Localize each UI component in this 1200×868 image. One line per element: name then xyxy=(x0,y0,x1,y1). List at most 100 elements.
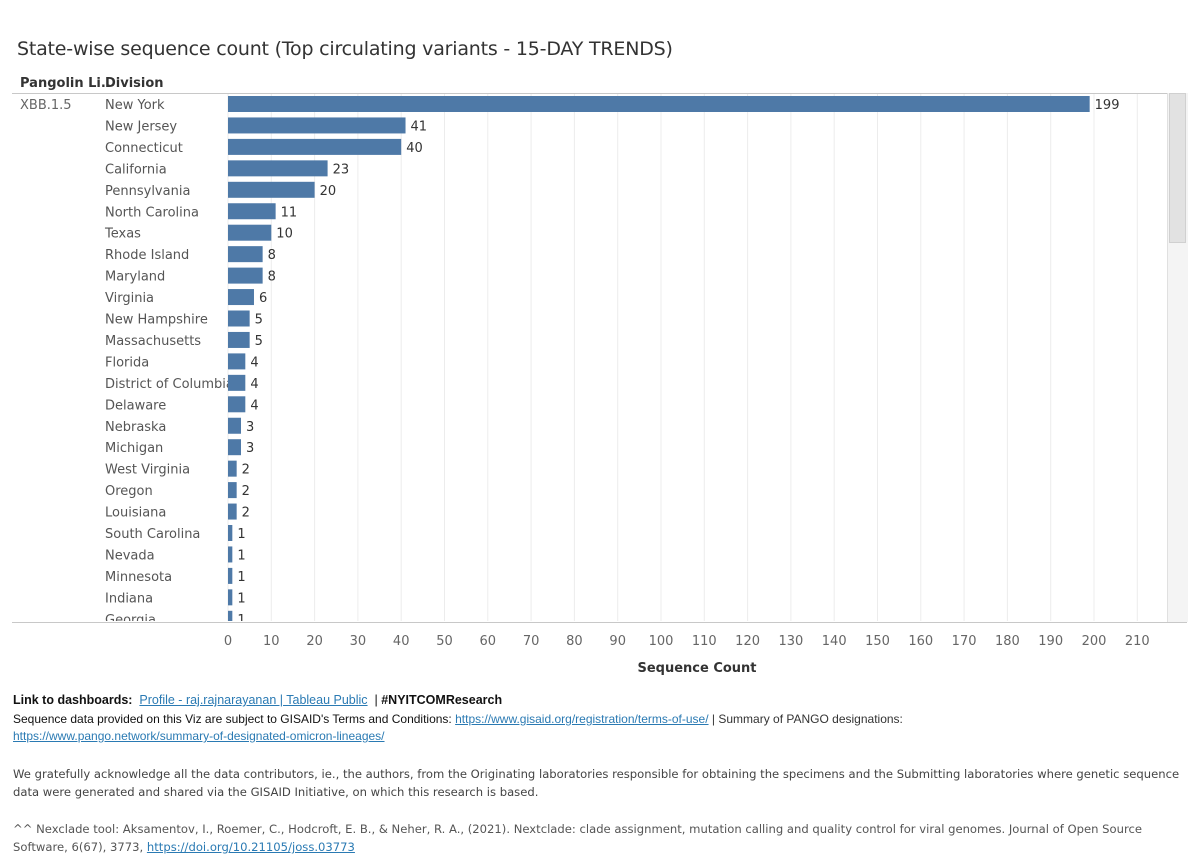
x-tick-label: 90 xyxy=(609,634,626,649)
bar xyxy=(228,546,233,563)
category-label: Michigan xyxy=(105,441,163,456)
bar xyxy=(228,417,241,434)
x-tick-label: 180 xyxy=(995,634,1020,649)
bar xyxy=(228,503,237,520)
bar xyxy=(228,138,402,155)
data-label: 199 xyxy=(1095,98,1120,113)
header-divider xyxy=(12,93,1187,94)
hashtag: #NYITCOMResearch xyxy=(381,693,503,707)
bar xyxy=(228,396,246,413)
x-tick-label: 190 xyxy=(1038,634,1063,649)
category-label: Oregon xyxy=(105,484,153,499)
data-label: 2 xyxy=(242,484,250,499)
bar xyxy=(228,482,237,499)
category-label: Florida xyxy=(105,355,149,370)
x-tick-label: 210 xyxy=(1125,634,1150,649)
lineage-label: XBB.1.5 xyxy=(20,98,72,113)
acknowledgement: We gratefully acknowledge all the data c… xyxy=(13,767,1180,799)
bar xyxy=(228,353,246,370)
category-label: Rhode Island xyxy=(105,248,189,263)
gisaid-link[interactable]: https://www.gisaid.org/registration/term… xyxy=(455,712,709,726)
bar xyxy=(228,117,406,134)
page-title: State-wise sequence count (Top circulati… xyxy=(17,38,673,60)
bar xyxy=(228,610,233,621)
pango-link[interactable]: https://www.pango.network/summary-of-des… xyxy=(13,729,385,743)
x-tick-label: 80 xyxy=(566,634,583,649)
category-label: Texas xyxy=(104,227,141,242)
category-label: Massachusetts xyxy=(105,334,201,349)
x-tick-label: 40 xyxy=(393,634,410,649)
category-label: Delaware xyxy=(105,398,166,413)
data-label: 2 xyxy=(242,463,250,478)
bar xyxy=(228,181,315,198)
bar xyxy=(228,525,233,541)
bar xyxy=(228,267,263,284)
bar xyxy=(228,310,250,327)
category-label: Pennsylvania xyxy=(105,184,190,199)
bar xyxy=(228,246,263,263)
x-axis-title: Sequence Count xyxy=(637,661,756,676)
data-label: 1 xyxy=(237,570,245,585)
bar xyxy=(228,589,233,606)
x-tick-label: 0 xyxy=(224,634,232,649)
nextclade-link[interactable]: https://doi.org/10.21105/joss.03773 xyxy=(146,840,355,854)
x-tick-label: 130 xyxy=(778,634,803,649)
bar xyxy=(228,460,237,477)
data-label: 3 xyxy=(246,441,254,456)
category-label: Georgia xyxy=(105,613,156,628)
x-tick-label: 150 xyxy=(865,634,890,649)
category-label: West Virginia xyxy=(105,463,190,478)
scrollbar-thumb[interactable] xyxy=(1169,93,1186,243)
x-tick-label: 20 xyxy=(306,634,323,649)
category-label: New York xyxy=(105,98,165,113)
category-label: Connecticut xyxy=(105,141,183,156)
bar xyxy=(228,374,246,391)
data-label: 4 xyxy=(250,398,258,413)
x-tick-label: 110 xyxy=(692,634,717,649)
x-tick-label: 160 xyxy=(908,634,933,649)
profile-link[interactable]: Profile - raj.rajnarayanan | Tableau Pub… xyxy=(139,693,368,707)
x-tick-label: 200 xyxy=(1082,634,1107,649)
data-label: 20 xyxy=(320,184,337,199)
category-label: Nebraska xyxy=(105,420,166,435)
category-label: New Hampshire xyxy=(105,313,208,328)
nextclade-citation: ^^ Nexclade tool: Aksamentov, I., Roemer… xyxy=(13,820,1188,856)
data-label: 6 xyxy=(259,291,267,306)
x-tick-label: 50 xyxy=(436,634,453,649)
category-label: Nevada xyxy=(105,548,155,563)
category-label: Virginia xyxy=(105,291,154,306)
x-tick-label: 100 xyxy=(649,634,674,649)
category-label: Maryland xyxy=(105,270,165,285)
data-label: 5 xyxy=(255,313,263,328)
category-label: Louisiana xyxy=(105,506,166,521)
bar xyxy=(228,289,254,306)
category-label: California xyxy=(105,162,167,177)
links-label: Link to dashboards: xyxy=(13,693,133,707)
column-header-lineage[interactable]: Pangolin Li.. xyxy=(20,76,111,91)
data-label: 8 xyxy=(268,270,276,285)
data-label: 8 xyxy=(268,248,276,263)
column-header-division[interactable]: Division xyxy=(105,76,164,91)
bar xyxy=(228,224,272,241)
dashboard-links: Link to dashboards: Profile - raj.rajnar… xyxy=(13,693,503,707)
bar xyxy=(228,439,241,456)
nextclade-text: ^^ Nexclade tool: Aksamentov, I., Roemer… xyxy=(13,822,1142,854)
x-tick-label: 70 xyxy=(523,634,540,649)
category-label: North Carolina xyxy=(105,205,199,220)
gisaid-text: Sequence data provided on this Viz are s… xyxy=(13,712,452,726)
bar xyxy=(228,96,1090,112)
axis-divider xyxy=(12,622,1187,623)
x-tick-label: 140 xyxy=(822,634,847,649)
bar xyxy=(228,203,276,220)
data-label: 1 xyxy=(237,591,245,606)
data-label: 10 xyxy=(276,227,293,242)
x-tick-label: 120 xyxy=(735,634,760,649)
x-tick-label: 60 xyxy=(480,634,497,649)
x-tick-label: 170 xyxy=(952,634,977,649)
data-label: 2 xyxy=(242,506,250,521)
category-label: Indiana xyxy=(105,591,153,606)
bar xyxy=(228,160,328,177)
category-label: Minnesota xyxy=(105,570,172,585)
